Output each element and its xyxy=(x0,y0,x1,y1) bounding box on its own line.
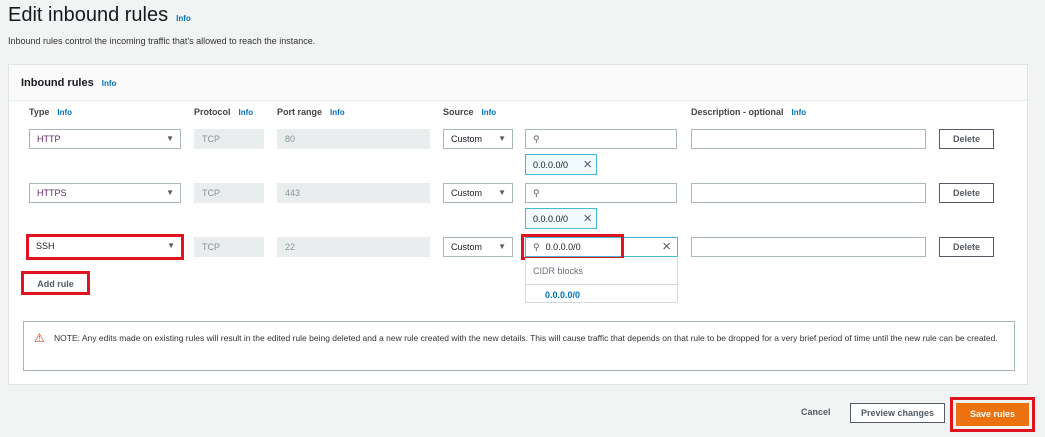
protocol-field: TCP xyxy=(194,129,264,149)
inbound-rules-panel: Inbound rules Info Type Info Protocol Info … xyxy=(8,64,1028,385)
caret-down-icon: ▼ xyxy=(166,188,174,197)
info-link[interactable]: Info xyxy=(791,108,807,117)
column-protocol: Protocol Info xyxy=(194,107,254,117)
source-select[interactable]: Custom ▼ xyxy=(443,183,513,203)
caret-down-icon: ▼ xyxy=(166,134,174,143)
delete-button[interactable]: Delete xyxy=(939,237,994,257)
dropdown-option[interactable]: 0.0.0.0/0 xyxy=(526,284,677,302)
type-select[interactable]: HTTP ▼ xyxy=(29,129,181,149)
column-port-range: Port range Info xyxy=(277,107,345,117)
search-icon: ⚲ xyxy=(533,134,540,144)
panel-title: Inbound rules Info xyxy=(21,77,117,89)
port-range-field: 80 xyxy=(277,129,430,149)
port-range-field: 443 xyxy=(277,183,430,203)
highlight-box xyxy=(26,234,184,260)
caret-down-icon: ▼ xyxy=(498,188,506,197)
source-search-input[interactable]: ⚲ xyxy=(525,129,677,149)
caret-down-icon: ▼ xyxy=(167,241,175,250)
warning-icon: ⚠ xyxy=(34,331,45,345)
info-link[interactable]: Info xyxy=(481,108,497,117)
info-link[interactable]: Info xyxy=(57,108,73,117)
protocol-field: TCP xyxy=(194,183,264,203)
description-input[interactable] xyxy=(691,237,926,257)
delete-button[interactable]: Delete xyxy=(939,129,994,149)
port-range-field: 22 xyxy=(277,237,430,257)
caret-down-icon: ▼ xyxy=(498,134,506,143)
source-select[interactable]: Custom ▼ xyxy=(443,237,513,257)
type-select[interactable]: SSH ▼ xyxy=(29,237,181,257)
source-search-input[interactable]: ⚲ xyxy=(525,183,677,203)
delete-button[interactable]: Delete xyxy=(939,183,994,203)
info-link[interactable]: Info xyxy=(238,108,254,117)
column-type: Type Info xyxy=(29,107,73,117)
preview-changes-button[interactable]: Preview changes xyxy=(850,403,945,423)
source-search-input[interactable]: ⚲ 0.0.0.0/0 × xyxy=(525,237,678,257)
highlight-box: Save rules xyxy=(950,397,1035,432)
dropdown-group-label: CIDR blocks xyxy=(533,266,584,276)
cidr-dropdown: CIDR blocks 0.0.0.0/0 xyxy=(525,258,678,303)
caret-down-icon: ▼ xyxy=(498,242,506,251)
protocol-field: TCP xyxy=(194,237,264,257)
source-select[interactable]: Custom ▼ xyxy=(443,129,513,149)
info-link[interactable]: Info xyxy=(176,14,191,23)
description-input[interactable] xyxy=(691,183,926,203)
add-rule-button[interactable]: Add rule xyxy=(21,271,90,295)
search-icon: ⚲ xyxy=(533,188,540,198)
clear-icon[interactable]: × xyxy=(662,238,671,255)
remove-token-icon[interactable]: × xyxy=(583,156,592,173)
panel-header xyxy=(9,65,1027,101)
warning-notice: ⚠ NOTE: Any edits made on existing rules… xyxy=(23,321,1015,371)
page-title: Edit inbound rules Info xyxy=(8,4,191,26)
page-subtitle: Inbound rules control the incoming traff… xyxy=(8,36,316,46)
search-icon: ⚲ xyxy=(533,242,540,252)
highlight-box xyxy=(521,234,624,260)
cidr-token: 0.0.0.0/0 × xyxy=(525,154,597,175)
info-link[interactable]: Info xyxy=(101,79,117,88)
cidr-token: 0.0.0.0/0 × xyxy=(525,208,597,229)
remove-token-icon[interactable]: × xyxy=(583,210,592,227)
column-description: Description - optional Info xyxy=(691,107,807,117)
type-select[interactable]: HTTPS ▼ xyxy=(29,183,181,203)
info-link[interactable]: Info xyxy=(330,108,345,117)
description-input[interactable] xyxy=(691,129,926,149)
column-source: Source Info xyxy=(443,107,497,117)
save-rules-button[interactable]: Save rules xyxy=(956,403,1029,426)
cancel-button[interactable]: Cancel xyxy=(801,407,831,417)
